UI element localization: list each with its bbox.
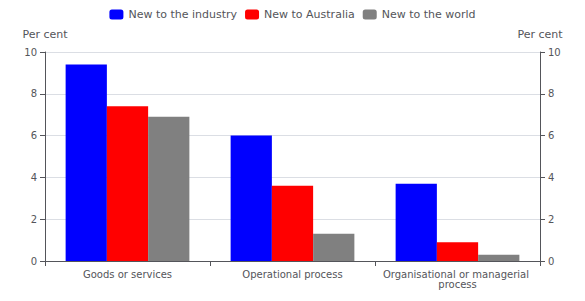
svg-text:Per cent: Per cent	[22, 28, 68, 41]
svg-text:2: 2	[31, 214, 37, 225]
svg-text:10: 10	[24, 47, 37, 58]
svg-text:10: 10	[548, 47, 561, 58]
svg-text:New to the world: New to the world	[382, 8, 476, 21]
svg-text:4: 4	[548, 172, 554, 183]
svg-text:0: 0	[31, 256, 37, 267]
svg-text:New to the industry: New to the industry	[128, 8, 237, 21]
svg-text:Goods or services: Goods or services	[83, 269, 172, 280]
svg-text:4: 4	[31, 172, 37, 183]
svg-text:Per cent: Per cent	[517, 28, 563, 41]
svg-text:6: 6	[548, 130, 554, 141]
svg-text:8: 8	[31, 88, 37, 99]
svg-text:Organisational or managerial: Organisational or managerial	[382, 268, 533, 280]
svg-text:0: 0	[548, 256, 554, 267]
svg-text:6: 6	[31, 130, 37, 141]
svg-text:process: process	[438, 279, 476, 290]
svg-text:8: 8	[548, 88, 554, 99]
svg-text:2: 2	[548, 214, 554, 225]
svg-text:Operational process: Operational process	[242, 269, 342, 280]
svg-text:New to Australia: New to Australia	[264, 8, 355, 21]
